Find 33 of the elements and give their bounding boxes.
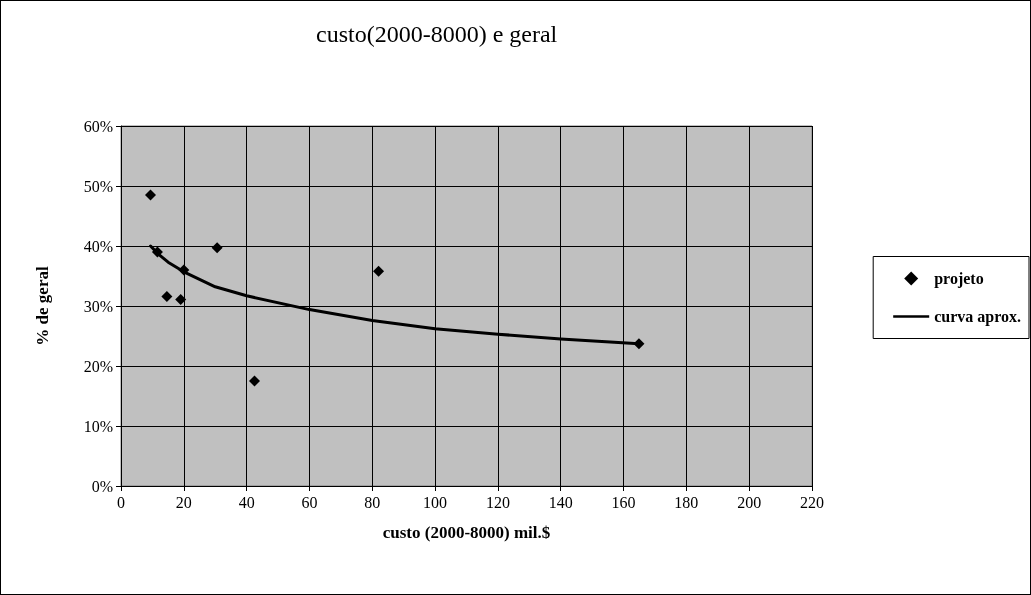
chart-title: custo(2000-8000) e geral bbox=[316, 21, 558, 47]
x-tick-label: 200 bbox=[737, 493, 762, 511]
x-tick-label: 120 bbox=[485, 493, 510, 511]
x-axis-title: custo (2000-8000) mil.$ bbox=[382, 523, 551, 542]
x-tick-label: 80 bbox=[364, 493, 381, 511]
x-tick-label: 20 bbox=[175, 493, 192, 511]
y-tick-label: 10% bbox=[83, 417, 113, 435]
point bbox=[211, 242, 223, 254]
point bbox=[248, 375, 260, 387]
x-tick-label: 60 bbox=[301, 493, 318, 511]
point bbox=[145, 189, 157, 201]
point bbox=[373, 265, 385, 277]
y-tick-label: 20% bbox=[83, 357, 113, 375]
point bbox=[633, 338, 645, 350]
legend-label: curva aprox. bbox=[934, 308, 1021, 326]
point bbox=[178, 264, 190, 276]
x-tick-label: 140 bbox=[548, 493, 573, 511]
legend-label: projeto bbox=[934, 270, 984, 288]
y-axis-title: % de geral bbox=[33, 266, 52, 346]
x-tick-label: 180 bbox=[674, 493, 699, 511]
y-tick-label: 50% bbox=[83, 177, 113, 195]
x-tick-label: 40 bbox=[238, 493, 255, 511]
x-tick-label: 0 bbox=[117, 493, 125, 511]
x-tick-label: 220 bbox=[800, 493, 824, 511]
y-tick-label: 30% bbox=[83, 297, 113, 315]
point bbox=[151, 246, 163, 258]
y-tick-label: 0% bbox=[91, 477, 113, 495]
point bbox=[161, 290, 173, 302]
y-tick-label: 60% bbox=[83, 117, 113, 135]
y-tick-label: 40% bbox=[83, 237, 113, 255]
x-tick-label: 160 bbox=[611, 493, 636, 511]
x-tick-label: 100 bbox=[423, 493, 448, 511]
point bbox=[175, 293, 187, 305]
